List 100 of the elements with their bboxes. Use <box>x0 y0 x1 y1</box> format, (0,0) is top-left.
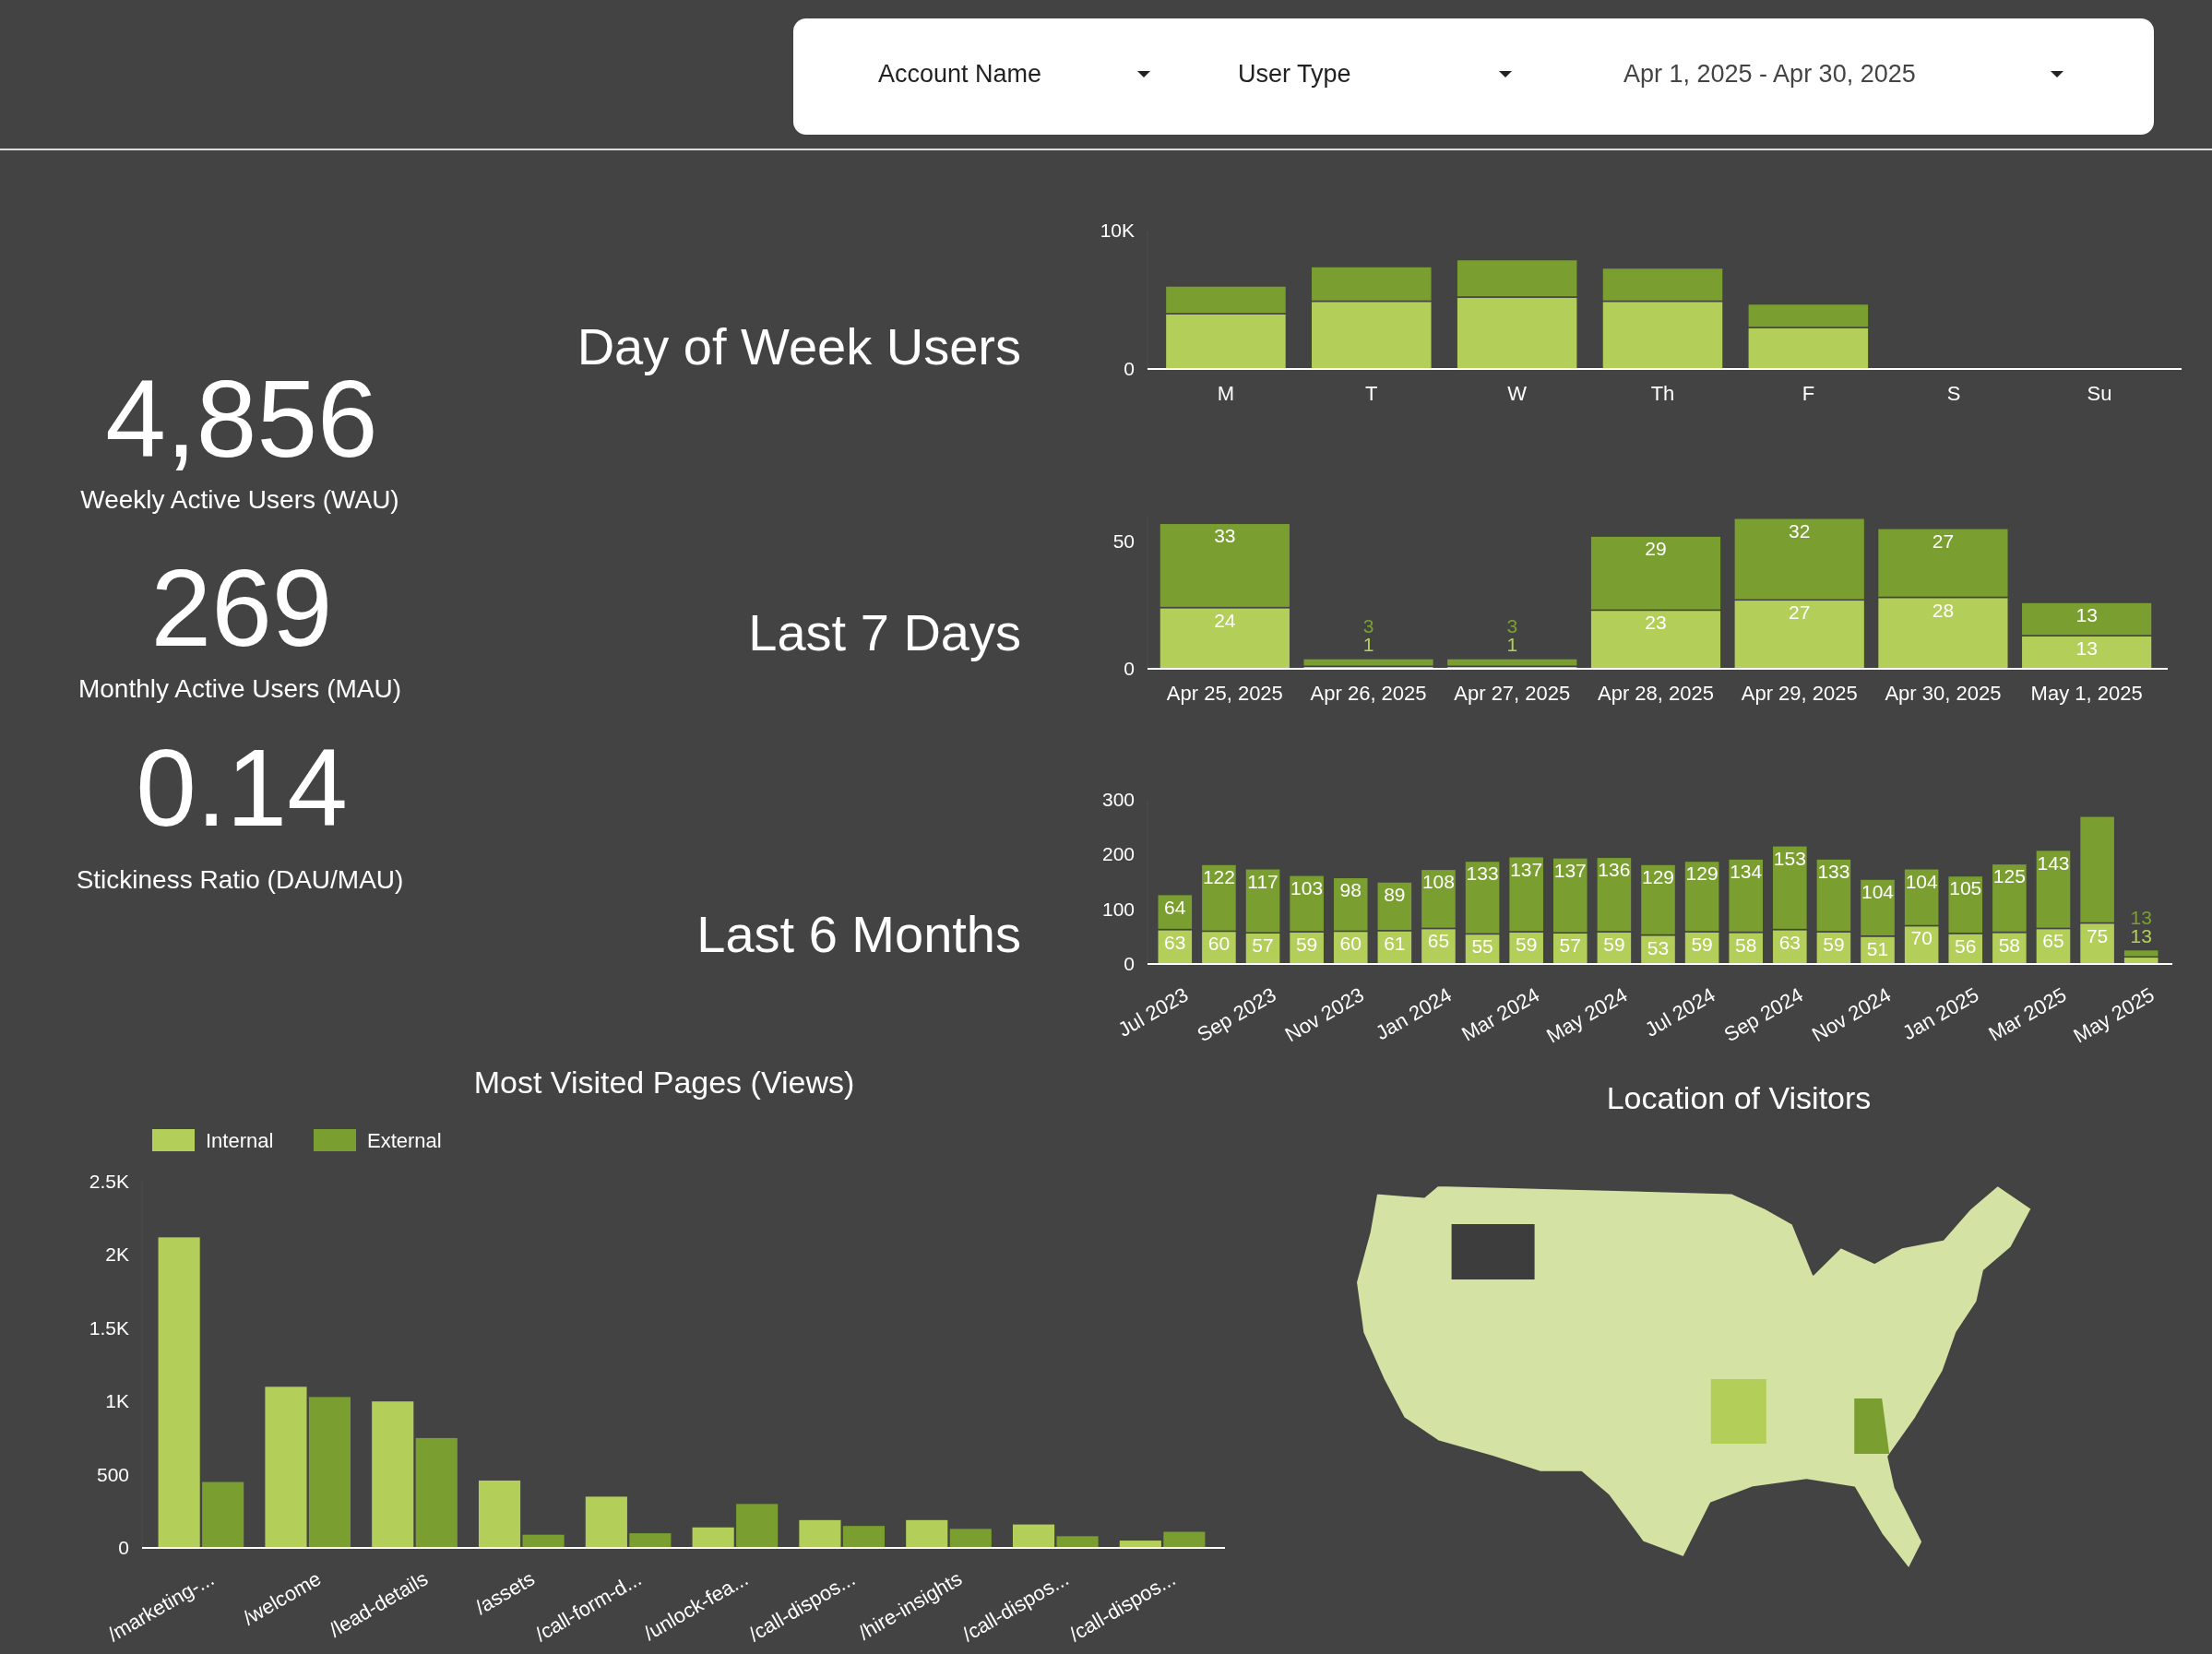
x-tick-label: Th <box>1650 382 1675 405</box>
data-label: 129 <box>1641 866 1675 888</box>
x-tick-label: F <box>1802 382 1815 405</box>
x-tick-label: Jan 2024 <box>1372 982 1456 1045</box>
text: 269 <box>150 547 333 669</box>
x-tick-label: W <box>1507 382 1528 405</box>
data-label: 65 <box>1427 930 1450 952</box>
data-label: 27 <box>1789 601 1811 624</box>
y-tick-label: 0 <box>118 1537 129 1558</box>
data-label: 59 <box>1603 933 1625 955</box>
data-label: 89 <box>1384 884 1406 905</box>
y-tick-label: 500 <box>96 1463 129 1485</box>
x-tick-label: Mar 2025 <box>1984 982 2071 1046</box>
data-label: 29 <box>1645 538 1667 560</box>
x-tick-label: Apr 25, 2025 <box>1166 682 1283 705</box>
text: Apr 1, 2025 - Apr 30, 2025 <box>1623 60 1916 88</box>
x-tick-label: Jul 2023 <box>1113 982 1193 1041</box>
data-label: 58 <box>1998 934 2021 956</box>
data-label: 129 <box>1685 863 1718 885</box>
data-label: 64 <box>1164 896 1186 918</box>
x-tick-label: Jan 2025 <box>1898 982 1983 1045</box>
data-label: 134 <box>1730 861 1763 883</box>
data-label: 60 <box>1339 933 1362 955</box>
legend-label: Internal <box>206 1129 274 1152</box>
x-tick-label: Nov 2024 <box>1807 982 1896 1047</box>
text: Monthly Active Users (MAU) <box>77 674 402 703</box>
data-label: 104 <box>1905 870 1938 892</box>
x-tick-label: Apr 27, 2025 <box>1454 682 1571 705</box>
text: 4,856 <box>105 358 378 480</box>
text: Weekly Active Users (WAU) <box>80 485 399 514</box>
data-label: 125 <box>1992 865 2026 887</box>
y-tick-label: 1.5K <box>89 1316 129 1339</box>
data-label: 58 <box>1735 934 1757 956</box>
data-label: 53 <box>1647 936 1670 958</box>
data-label: 59 <box>1691 933 1713 955</box>
data-label: 59 <box>1823 933 1845 955</box>
data-label: 133 <box>1466 863 1499 885</box>
legend-label: External <box>367 1129 442 1152</box>
chart-title: Most Visited Pages (Views) <box>473 1065 855 1100</box>
y-tick-label: 0 <box>1124 953 1135 974</box>
data-label: 65 <box>2042 930 2064 952</box>
data-label: 133 <box>1817 861 1850 883</box>
data-label: 103 <box>1290 876 1324 898</box>
data-label: 59 <box>1295 933 1318 955</box>
y-tick-label: 0 <box>1124 358 1135 379</box>
data-label: 28 <box>1932 599 1955 621</box>
text: Day of Week Users <box>577 317 1021 375</box>
text: Last 6 Months <box>696 905 1021 963</box>
text: User Type <box>1238 60 1351 88</box>
data-label: 33 <box>1214 525 1236 547</box>
data-label: 60 <box>1207 933 1231 955</box>
data-label: 51 <box>1866 937 1889 959</box>
data-label: 55 <box>1471 935 1493 958</box>
data-label: 153 <box>1773 847 1806 869</box>
x-tick-label: Apr 28, 2025 <box>1598 682 1714 705</box>
x-tick-label: Jul 2024 <box>1641 982 1719 1041</box>
x-tick-label: S <box>1946 382 1961 405</box>
data-label: 98 <box>1339 879 1362 901</box>
y-tick-label: 200 <box>1101 843 1135 865</box>
text: Last 7 Days <box>748 603 1021 661</box>
x-tick-label: Nov 2023 <box>1280 982 1368 1047</box>
x-tick-label: M <box>1217 382 1235 405</box>
y-tick-label: 100 <box>1101 898 1135 920</box>
y-tick-label: 50 <box>1112 530 1135 552</box>
y-tick-label: 1K <box>105 1390 129 1412</box>
data-label: 57 <box>1559 934 1581 957</box>
text: Stickiness Ratio (DAU/MAU) <box>76 865 404 894</box>
data-label: 63 <box>1164 931 1186 953</box>
data-label: 32 <box>1789 519 1811 541</box>
data-label: 104 <box>1861 881 1895 903</box>
data-label: 105 <box>1949 877 1982 899</box>
x-tick-label: Mar 2024 <box>1457 982 1544 1046</box>
data-label: 56 <box>1955 934 1977 957</box>
data-label: 137 <box>1553 859 1587 881</box>
x-tick-label: May 1, 2025 <box>2030 682 2143 705</box>
text: Account Name <box>878 60 1042 88</box>
data-label: 24 <box>1214 609 1236 631</box>
data-label: 13 <box>2075 604 2098 626</box>
x-tick-label: Apr 29, 2025 <box>1741 682 1858 705</box>
x-tick-label: May 2024 <box>1542 982 1632 1048</box>
data-label: 27 <box>1932 530 1955 552</box>
data-label: 70 <box>1910 927 1933 949</box>
x-tick-label: Su <box>2087 382 2112 405</box>
y-tick-label: 2.5K <box>89 1171 129 1192</box>
data-label: 57 <box>1252 934 1274 957</box>
x-tick-label: Sep 2023 <box>1193 982 1280 1047</box>
x-tick-label: Sep 2024 <box>1719 982 1807 1047</box>
data-label: 75 <box>2086 924 2109 946</box>
data-label: 61 <box>1384 932 1406 954</box>
x-tick-label: May 2025 <box>2069 982 2158 1048</box>
data-label: 137 <box>1510 858 1543 880</box>
data-label: 13 <box>2075 637 2098 660</box>
y-tick-label: 0 <box>1124 658 1135 679</box>
y-tick-label: 10K <box>1100 220 1135 241</box>
data-label: 59 <box>1515 933 1538 955</box>
data-label: 23 <box>1645 612 1667 634</box>
x-tick-label: T <box>1365 382 1378 405</box>
x-tick-label: Apr 30, 2025 <box>1885 682 2002 705</box>
x-tick-label: Apr 26, 2025 <box>1310 682 1427 705</box>
data-label: 143 <box>2037 851 2070 874</box>
